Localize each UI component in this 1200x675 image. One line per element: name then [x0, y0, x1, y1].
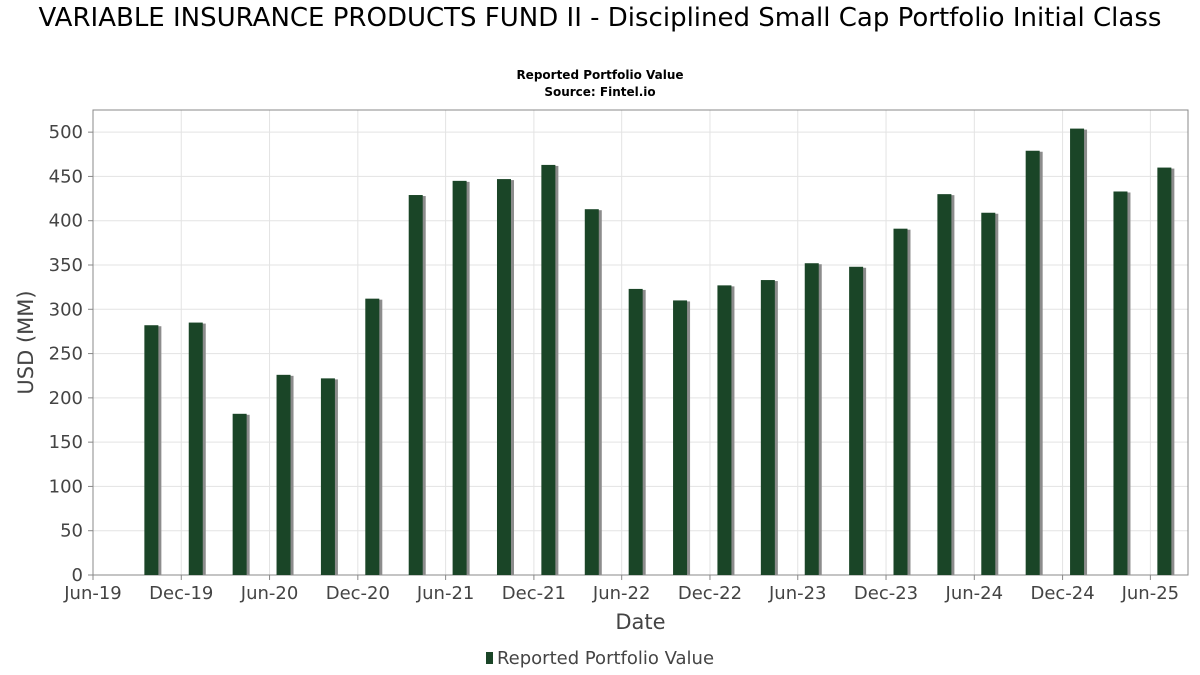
bar [188, 322, 203, 575]
y-tick-label: 450 [49, 166, 83, 187]
y-tick-label: 250 [49, 344, 83, 365]
chart-source: Source: Fintel.io [544, 85, 656, 99]
bar [320, 378, 335, 575]
x-tick-label: Dec-21 [502, 583, 566, 604]
x-tick-label: Dec-23 [854, 583, 918, 604]
chart-title: VARIABLE INSURANCE PRODUCTS FUND II - Di… [38, 3, 1162, 33]
bar [584, 209, 599, 575]
legend-label: Reported Portfolio Value [496, 648, 715, 669]
x-tick-label: Jun-21 [416, 583, 475, 604]
bar [717, 285, 732, 575]
bar [541, 164, 556, 575]
bar [1070, 128, 1085, 575]
bar [496, 179, 511, 576]
y-tick-label: 200 [49, 388, 83, 409]
x-axis-title: Date [615, 610, 665, 634]
x-tick-label: Dec-20 [326, 583, 390, 604]
y-tick-label: 100 [49, 476, 83, 497]
bar [981, 212, 996, 575]
bar [673, 300, 688, 575]
y-tick-label: 400 [49, 211, 83, 232]
bar [276, 374, 291, 575]
bars [144, 128, 1175, 576]
bar [1113, 191, 1128, 575]
bar [365, 298, 380, 575]
bar [1157, 167, 1172, 576]
y-tick-label: 350 [49, 255, 83, 276]
bar [760, 280, 775, 575]
chart-subtitle: Reported Portfolio Value [516, 68, 684, 82]
bar [628, 288, 643, 575]
y-tick-label: 0 [72, 565, 83, 586]
x-tick-label: Jun-19 [63, 583, 122, 604]
legend-swatch [485, 652, 493, 664]
bar [232, 413, 247, 575]
bar [849, 266, 864, 575]
y-tick-label: 300 [49, 299, 83, 320]
x-tick-label: Dec-24 [1030, 583, 1094, 604]
bar [452, 180, 467, 575]
x-tick-label: Jun-20 [240, 583, 299, 604]
bar [937, 194, 952, 575]
bar [144, 325, 159, 575]
bar [1025, 150, 1040, 575]
legend: Reported Portfolio Value [0, 648, 1200, 669]
x-tick-label: Dec-19 [149, 583, 213, 604]
bar [408, 195, 423, 575]
bar [893, 228, 908, 575]
x-tick-label: Jun-25 [1121, 583, 1180, 604]
x-tick-label: Dec-22 [678, 583, 742, 604]
y-tick-label: 50 [60, 521, 83, 542]
axes: 0 50 100 150 200 250 300 350 400 450 500 Jun-19 Dec-… [49, 122, 1179, 604]
x-tick-label: Jun-24 [945, 583, 1004, 604]
y-tick-label: 500 [49, 122, 83, 143]
y-tick-label: 150 [49, 432, 83, 453]
x-tick-label: Jun-22 [592, 583, 651, 604]
y-axis-title: USD (MM) [14, 290, 38, 394]
x-tick-label: Jun-23 [768, 583, 827, 604]
bar [804, 263, 819, 575]
